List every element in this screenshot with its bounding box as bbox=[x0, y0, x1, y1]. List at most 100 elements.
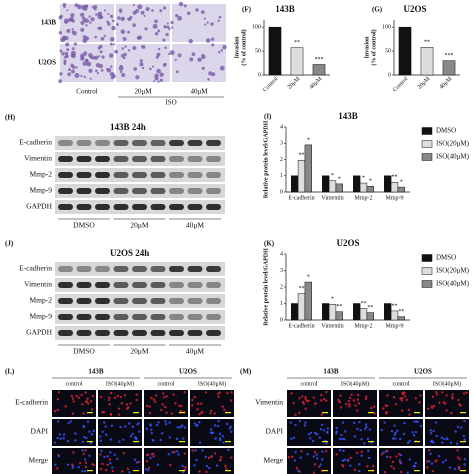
cell bbox=[85, 24, 88, 27]
nucleus bbox=[89, 441, 92, 445]
nucleus bbox=[219, 455, 223, 459]
cell bbox=[127, 17, 130, 20]
nucleus bbox=[441, 391, 444, 394]
nucleus bbox=[195, 458, 198, 462]
x-tick-label: 40μM bbox=[439, 76, 454, 91]
nucleus bbox=[181, 464, 184, 468]
nucleus bbox=[178, 404, 181, 408]
nucleus bbox=[353, 435, 357, 438]
nucleus bbox=[414, 397, 418, 400]
nucleus bbox=[400, 409, 404, 412]
nucleus bbox=[431, 469, 435, 473]
y-tick-label: 4 bbox=[280, 251, 283, 257]
nucleus bbox=[117, 413, 121, 416]
nucleus bbox=[54, 409, 57, 413]
nucleus bbox=[443, 402, 447, 405]
condition-label: ISO(40μM) bbox=[198, 380, 226, 387]
nucleus bbox=[173, 450, 176, 454]
blot-band bbox=[169, 314, 184, 320]
nucleus bbox=[335, 432, 338, 435]
cell bbox=[97, 26, 101, 30]
nucleus bbox=[198, 441, 202, 444]
nucleus bbox=[326, 427, 330, 430]
nucleus bbox=[364, 423, 368, 426]
bar bbox=[322, 175, 330, 193]
cell bbox=[65, 54, 69, 59]
blot-band bbox=[132, 330, 147, 336]
blot-band bbox=[206, 266, 221, 272]
nucleus bbox=[382, 407, 385, 410]
cell bbox=[80, 74, 83, 78]
nucleus bbox=[426, 407, 430, 410]
if-row-label: E-cadherin bbox=[15, 398, 48, 407]
nucleus bbox=[148, 411, 152, 415]
cell-line-label: 143B bbox=[88, 368, 104, 376]
cell-line-label: U2OS bbox=[414, 368, 432, 376]
nucleus bbox=[463, 463, 467, 466]
cell bbox=[218, 15, 222, 19]
nucleus bbox=[101, 462, 104, 466]
nucleus bbox=[77, 466, 80, 469]
significance: * bbox=[362, 175, 365, 181]
nucleus bbox=[102, 410, 106, 414]
nucleus bbox=[149, 456, 152, 460]
nucleus bbox=[152, 439, 155, 442]
nucleus bbox=[161, 403, 164, 406]
significance: *** bbox=[445, 53, 454, 59]
nucleus bbox=[304, 397, 307, 401]
blot-band bbox=[95, 266, 110, 272]
blot-band bbox=[113, 330, 129, 336]
cell bbox=[64, 36, 69, 41]
y-axis-label: Invasion bbox=[234, 36, 240, 59]
nucleus bbox=[99, 467, 103, 471]
nucleus bbox=[316, 457, 319, 460]
nucleus bbox=[209, 409, 213, 413]
cell bbox=[137, 4, 143, 10]
bar bbox=[390, 310, 399, 321]
nucleus bbox=[408, 413, 411, 416]
cell bbox=[80, 27, 85, 32]
cell bbox=[154, 19, 158, 24]
cell bbox=[73, 42, 78, 46]
cell bbox=[168, 27, 171, 31]
nucleus bbox=[229, 399, 233, 402]
blot-band bbox=[58, 204, 73, 210]
blot-row-label: Mmp-9 bbox=[30, 312, 53, 321]
cell bbox=[174, 58, 177, 62]
nucleus bbox=[355, 451, 359, 455]
nucleus bbox=[62, 433, 66, 436]
nucleus bbox=[431, 395, 434, 399]
nucleus bbox=[445, 409, 448, 412]
nucleus bbox=[157, 421, 160, 424]
cell bbox=[163, 6, 167, 10]
nucleus bbox=[370, 406, 373, 410]
nucleus bbox=[454, 467, 457, 471]
blot-row-label: Mmp-2 bbox=[30, 170, 53, 179]
nucleus bbox=[176, 426, 179, 429]
nucleus bbox=[323, 397, 326, 401]
blot-group-label: 40μM bbox=[186, 347, 205, 356]
blot-band bbox=[187, 266, 203, 272]
cell bbox=[189, 57, 194, 62]
cell bbox=[94, 69, 97, 72]
nucleus bbox=[458, 403, 461, 406]
y-tick-label: 2 bbox=[280, 284, 283, 290]
blot-band bbox=[95, 140, 110, 146]
blot-band bbox=[58, 330, 73, 336]
nucleus bbox=[82, 424, 85, 428]
blot-band bbox=[132, 204, 147, 210]
bar bbox=[384, 303, 392, 321]
cell bbox=[64, 51, 69, 56]
nucleus bbox=[313, 431, 317, 435]
nucleus bbox=[380, 453, 383, 456]
nucleus bbox=[152, 452, 155, 456]
nucleus bbox=[207, 456, 211, 460]
scale-bar bbox=[368, 470, 374, 472]
nucleus bbox=[364, 397, 368, 401]
nucleus bbox=[298, 411, 301, 415]
nucleus bbox=[221, 435, 224, 438]
x-tick-label: E-cadherin bbox=[288, 195, 314, 201]
cell bbox=[63, 59, 67, 63]
cell bbox=[162, 38, 166, 42]
nucleus bbox=[406, 441, 410, 444]
